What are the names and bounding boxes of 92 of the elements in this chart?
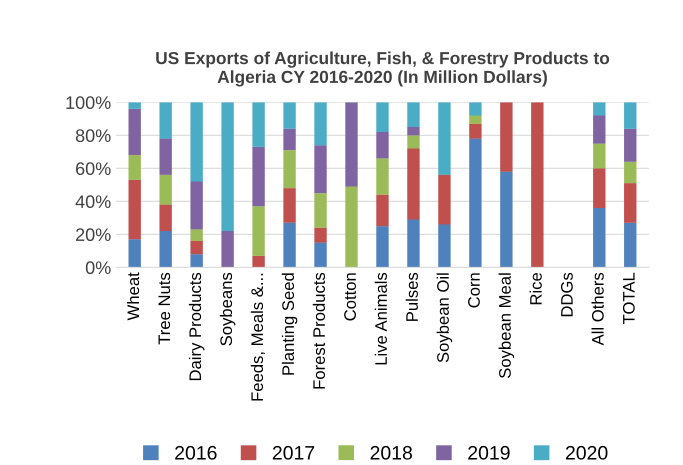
bar (624, 183, 636, 223)
bar (376, 132, 389, 158)
bar (345, 186, 358, 268)
bar (128, 155, 141, 180)
bar (407, 220, 420, 268)
bar (314, 145, 327, 194)
bar (407, 135, 420, 149)
bar (252, 256, 265, 268)
bar (593, 116, 606, 144)
bar (624, 128, 636, 162)
x-tick-label: Feeds, Meals &... (250, 274, 266, 401)
bar (593, 144, 606, 168)
bar (190, 102, 203, 182)
x-tick-label: TOTAL (622, 272, 635, 324)
legend-label: 2019 (468, 446, 510, 460)
legend-label: 2018 (370, 446, 412, 460)
x-tick-label: Rice (530, 272, 542, 304)
x-tick-label: Dairy Products (188, 272, 204, 380)
bar (531, 102, 544, 268)
x-tick-label: Corn (468, 273, 480, 308)
x-tick-label: Tree Nuts (158, 272, 170, 344)
bar (376, 158, 389, 195)
bar (469, 116, 482, 124)
x-tick-label: Soybean Oil (436, 273, 452, 362)
bar (159, 204, 172, 232)
bar (438, 102, 451, 175)
bar (593, 102, 606, 116)
bar (159, 231, 172, 268)
bar (190, 182, 203, 230)
x-tick-label: DDGs (560, 272, 573, 316)
bar (438, 224, 451, 268)
bar (314, 228, 327, 243)
bar (593, 168, 606, 208)
bar (252, 102, 265, 147)
bar (190, 254, 203, 268)
bar (624, 102, 636, 129)
bar (190, 240, 203, 254)
bar (159, 138, 172, 175)
bar (283, 102, 296, 129)
legend-label: 2017 (272, 446, 314, 460)
bar (283, 222, 296, 268)
bar (283, 128, 296, 150)
bar (128, 102, 141, 109)
bar (624, 162, 636, 184)
x-tick-label: All Others (592, 272, 604, 346)
legend-label: 2016 (175, 446, 217, 460)
bar (438, 174, 451, 224)
bar (314, 193, 327, 228)
x-tick-label: Pulses (406, 272, 418, 321)
x-tick-label: Cotton (344, 273, 356, 320)
chart-title: US Exports of Agriculture, Fish, & Forestry Products to Algeria CY 2016-2020 (In Million Dollars) (156, 52, 610, 87)
bar (221, 102, 234, 232)
x-tick-label: Soybeans (220, 272, 236, 346)
x-tick-label: Forest Products (312, 272, 326, 388)
x-tick-label: Soybean Meal (498, 273, 514, 378)
bar (159, 102, 172, 139)
bar (314, 242, 327, 268)
x-tick-label: Live Animals (374, 272, 387, 364)
y-tick-label: 100% (66, 96, 111, 110)
x-tick-label: Wheat (126, 272, 140, 320)
bar (407, 148, 420, 220)
bar (314, 102, 327, 146)
bar (128, 239, 141, 268)
bar (190, 229, 203, 241)
bar (500, 102, 513, 172)
bar (345, 102, 358, 186)
y-tick-label: 20% (76, 228, 111, 242)
bar (407, 127, 420, 136)
bar (624, 222, 636, 268)
bar (500, 172, 513, 268)
bar (128, 180, 141, 240)
y-tick-label: 60% (76, 162, 111, 176)
bar (283, 150, 296, 188)
bar (469, 124, 482, 139)
y-tick-label: 80% (76, 129, 111, 142)
bar (376, 194, 389, 226)
bar (283, 188, 296, 223)
bar (159, 174, 172, 205)
x-tick-label: Planting Seed (282, 273, 298, 375)
bar (407, 102, 420, 128)
y-tick-label: 0% (86, 261, 111, 274)
bar (128, 108, 141, 156)
legend-label: 2020 (566, 446, 608, 460)
bar (593, 208, 606, 268)
bar (221, 231, 234, 268)
bar (469, 138, 482, 268)
bar (469, 102, 482, 116)
bar (252, 206, 265, 256)
bar (376, 102, 389, 132)
bar (252, 146, 265, 206)
bar (376, 226, 389, 268)
y-tick-label: 40% (76, 195, 111, 208)
